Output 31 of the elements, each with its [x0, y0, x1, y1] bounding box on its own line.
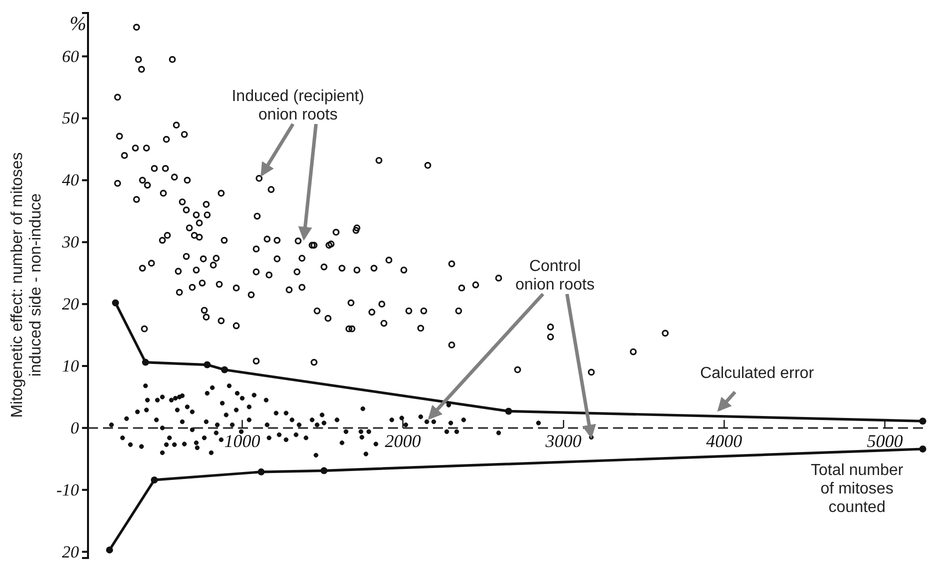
y-tick-label: 20: [62, 542, 80, 561]
annotation: Control onion roots: [515, 258, 595, 294]
point: [150, 476, 158, 484]
point: [204, 361, 211, 368]
point: [142, 358, 150, 366]
point: [505, 408, 512, 415]
y-axis-title: Mitogenetic effect: number of mitoses induced side - non-induce: [9, 152, 44, 418]
x-axis-title: Total number of mitoses counted: [810, 462, 904, 516]
y-tick-label: 50: [62, 108, 80, 128]
annotation: Calculated error: [700, 365, 815, 382]
annotation: Induced (recipient) onion roots: [232, 88, 364, 124]
y-tick-label: 60: [62, 46, 80, 66]
y-tick-label: 0: [70, 418, 80, 438]
y-tick-label: 30: [61, 232, 80, 252]
x-tick-label: 4000: [706, 431, 742, 452]
point: [320, 467, 328, 474]
point: [919, 446, 926, 452]
point: [106, 546, 114, 554]
y-tick-label: 20: [62, 294, 80, 314]
y-tick-label: -10: [56, 480, 80, 500]
text: %: [70, 13, 86, 35]
point: [258, 468, 265, 476]
y-tick-label: 40: [62, 170, 80, 190]
y-tick-label: 10: [62, 356, 80, 376]
point: [221, 366, 228, 374]
point: [112, 299, 119, 306]
x-tick-label: 3000: [544, 431, 582, 452]
x-tick-label: 1000: [224, 431, 260, 452]
x-tick-label: 5000: [866, 431, 903, 452]
x-tick-label: 2000: [384, 431, 421, 452]
point: [919, 418, 926, 425]
